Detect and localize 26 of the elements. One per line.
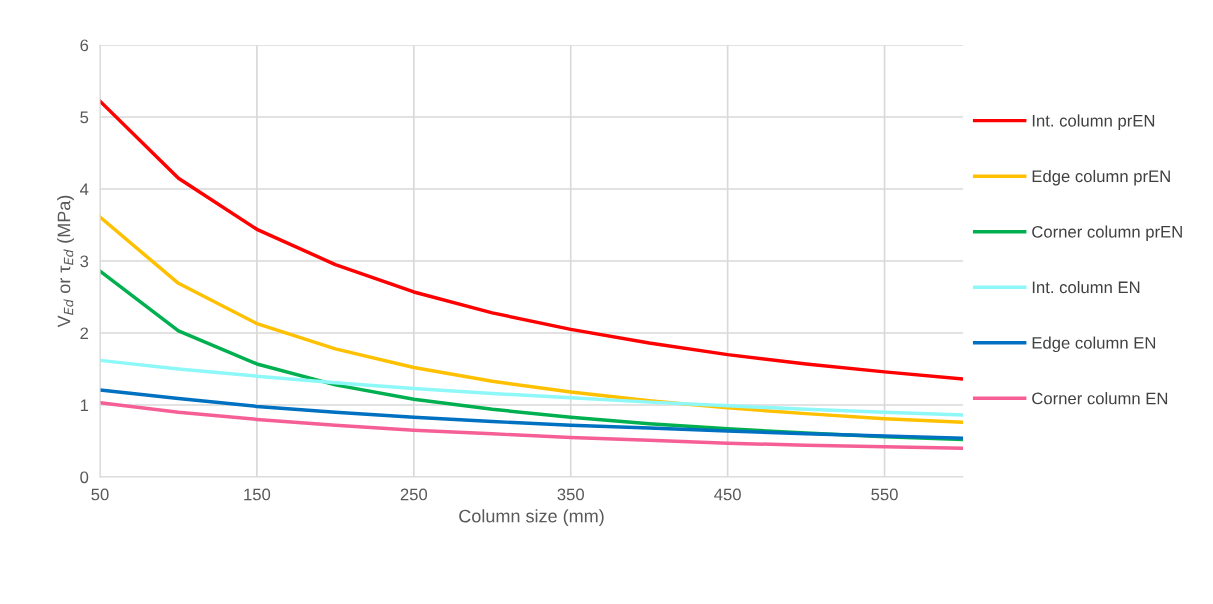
legend-label: Edge column prEN (1032, 169, 1170, 186)
x-tick-label: 350 (557, 488, 584, 501)
y-tick-label: 4 (80, 183, 89, 196)
y-tick-label: 1 (80, 399, 89, 412)
line-series (100, 99, 963, 381)
legend-label: Int. column prEN (1032, 114, 1155, 130)
x-tick-label: 550 (871, 488, 898, 501)
legend-label: Edge column EN (1032, 336, 1156, 353)
y-tick-label: 3 (80, 255, 89, 268)
x-tick-label: 250 (400, 488, 428, 501)
y-axis-title: V$_{Ed}$ or τ$_{Ed}$ (MPa) (57, 195, 74, 328)
y-tick-label: 6 (80, 39, 89, 52)
x-tick-label: 50 (91, 488, 109, 501)
line-series (100, 388, 963, 440)
legend-label: Corner column EN (1032, 392, 1168, 405)
y-tick-label: 2 (80, 327, 89, 340)
legend-label: Corner column prEN (1032, 225, 1182, 241)
y-tick-label: 0 (80, 471, 89, 484)
x-tick-label: 150 (244, 488, 271, 501)
line-series (100, 215, 963, 425)
y-tick-label: 5 (80, 111, 89, 124)
x-tick-label: 450 (714, 488, 741, 501)
line-series (100, 358, 963, 417)
legend-label: Int. column EN (1032, 281, 1140, 294)
x-axis-title: Column size (mm) (459, 509, 604, 527)
line-series (100, 401, 963, 450)
